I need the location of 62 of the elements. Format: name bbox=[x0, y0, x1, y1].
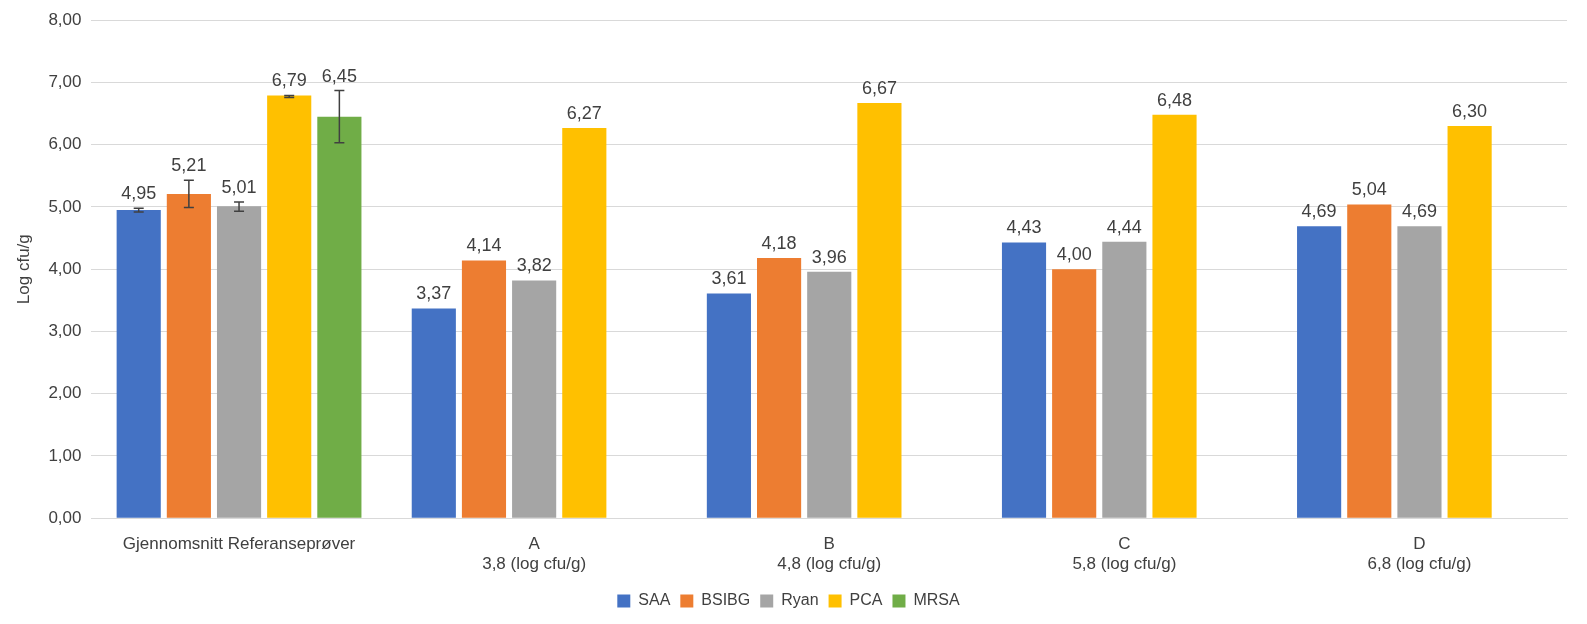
bar bbox=[1397, 226, 1442, 518]
data-label: 4,00 bbox=[1056, 244, 1092, 265]
data-label: 6,48 bbox=[1156, 89, 1193, 110]
legend-label: BSIBG bbox=[701, 591, 751, 609]
data-label: 3,96 bbox=[811, 246, 847, 267]
data-label: 6,45 bbox=[321, 65, 357, 86]
data-label: 5,01 bbox=[221, 176, 257, 197]
y-axis-title: Log cfu/g bbox=[13, 234, 33, 305]
bar bbox=[1052, 269, 1097, 518]
bar bbox=[512, 280, 557, 518]
bar bbox=[857, 102, 902, 518]
bar bbox=[1102, 241, 1147, 518]
bar bbox=[757, 258, 802, 518]
legend-label: MRSA bbox=[913, 591, 961, 609]
bar bbox=[1152, 114, 1197, 518]
x-tick-label: B 4,8 (log cfu/g) bbox=[777, 534, 882, 574]
y-tick-label: 1,00 bbox=[48, 445, 82, 465]
x-tick-label: Gjennomsnitt Referanseprøver bbox=[122, 534, 356, 554]
y-tick-label: 3,00 bbox=[48, 321, 82, 341]
x-tick-label: A 3,8 (log cfu/g) bbox=[482, 534, 587, 574]
data-label: 6,67 bbox=[861, 77, 897, 98]
bar bbox=[807, 271, 852, 518]
data-label: 4,44 bbox=[1106, 216, 1142, 237]
bar bbox=[166, 193, 211, 518]
bar bbox=[216, 206, 262, 518]
bar bbox=[317, 116, 362, 518]
data-label: 5,21 bbox=[171, 155, 207, 176]
y-tick-label: 8,00 bbox=[48, 9, 82, 29]
bar bbox=[1447, 126, 1492, 518]
legend-label: Ryan bbox=[781, 591, 819, 609]
data-label: 4,18 bbox=[761, 232, 797, 253]
data-label: 4,69 bbox=[1401, 201, 1437, 222]
data-label: 6,79 bbox=[271, 70, 307, 91]
data-label: 5,04 bbox=[1351, 179, 1387, 200]
y-tick-label: 2,00 bbox=[48, 383, 82, 403]
bar bbox=[116, 210, 161, 518]
bar bbox=[706, 293, 751, 518]
x-tick-label: C 5,8 (log cfu/g) bbox=[1072, 534, 1177, 574]
y-tick-label: 4,00 bbox=[48, 258, 82, 278]
data-label: 6,27 bbox=[566, 102, 602, 123]
legend-label: PCA bbox=[849, 591, 883, 609]
bar bbox=[1347, 204, 1392, 518]
bar bbox=[562, 127, 607, 518]
legend-label: SAA bbox=[638, 591, 671, 609]
data-label: 4,43 bbox=[1006, 217, 1042, 238]
y-tick-label: 5,00 bbox=[48, 196, 82, 216]
bar bbox=[267, 95, 312, 518]
data-label: 4,14 bbox=[466, 235, 502, 256]
data-label: 3,82 bbox=[516, 255, 552, 276]
data-label: 3,37 bbox=[416, 283, 452, 304]
data-label: 3,61 bbox=[711, 268, 747, 289]
bar bbox=[411, 308, 456, 518]
data-label: 6,30 bbox=[1452, 100, 1488, 121]
data-label: 4,95 bbox=[121, 183, 157, 204]
y-tick-label: 6,00 bbox=[48, 134, 82, 154]
y-tick-label: 7,00 bbox=[48, 72, 82, 92]
x-tick-label: D 6,8 (log cfu/g) bbox=[1367, 534, 1472, 574]
bar bbox=[1001, 242, 1047, 518]
data-label: 4,69 bbox=[1301, 201, 1337, 222]
bar bbox=[461, 260, 507, 518]
bar bbox=[1297, 226, 1342, 518]
y-tick-label: 0,00 bbox=[48, 507, 82, 527]
